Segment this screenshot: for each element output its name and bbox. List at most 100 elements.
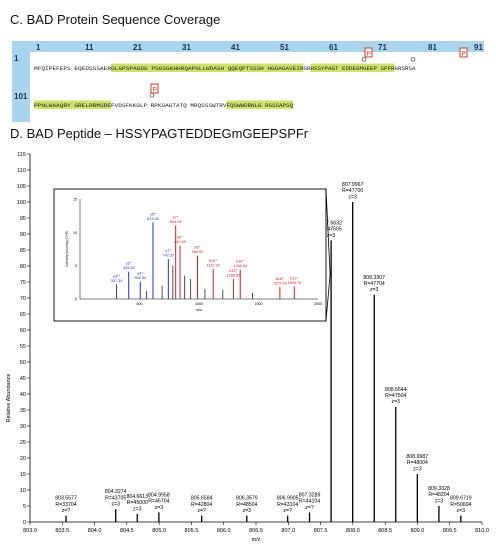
row-number: 101 (14, 92, 28, 101)
y-tick-label: 60 (20, 328, 26, 334)
modification-marker-box (150, 83, 159, 94)
inset-fragment-name: b7⁺ (173, 216, 179, 220)
y-tick-label: 25 (20, 440, 26, 446)
inset-fragment-name: b14⁺ (236, 260, 244, 264)
ruler-tick-label: 41 (231, 43, 240, 52)
inset-fragment-name: b19⁺ (290, 276, 298, 280)
y-tick-label: 80 (20, 264, 26, 270)
inset-fragment-name: y3²⁺ (113, 274, 120, 278)
ruler-tick-label: 11 (85, 43, 94, 52)
peak-label: 807.3289 (299, 492, 321, 498)
coverage-highlight (34, 100, 111, 109)
peak-label: R=47605 (321, 227, 342, 233)
y-axis-label: Relative Abundance (6, 374, 12, 423)
section-d-heading: D. BAD Peptide – HSSYPAGTEDDEGmGEEPSPFr (10, 126, 308, 141)
sequence-text: FVDSFKKGLP RPKSAGTATQ MRQSSSWTRV (111, 102, 227, 109)
section-c-heading: C. BAD Protein Sequence Coverage (10, 12, 220, 27)
y-tick-label: 75 (20, 280, 26, 286)
inset-fragment-mz: 1119.32 (207, 264, 220, 268)
peak-label: z=? (305, 505, 314, 511)
sequence-text: MFQIPEFEPS EQEDSSSAER (34, 65, 112, 72)
inset-fragment-mz: 986.92 (192, 250, 204, 254)
sequence-text: GLGPSPAGDG PSGSGKHHRQ (111, 65, 189, 72)
ruler-tick-label: 81 (428, 43, 437, 52)
peak-label: z=3 (435, 498, 444, 504)
inset-fragment-mz: 409.28 (123, 266, 135, 270)
peak-label: z=3 (370, 287, 379, 293)
x-tick-label: 808.0 (346, 528, 360, 534)
sequence-text: SR (304, 65, 312, 72)
y-tick-label: 90 (20, 232, 26, 238)
inset-fragment-name: y5⁺ (150, 212, 156, 216)
y-tick-label: 70 (20, 296, 26, 302)
inset-y-tick-label: 15 (73, 198, 77, 202)
peak-label: 806.3579 (236, 496, 258, 502)
peak-label: R=48004 (407, 460, 428, 466)
y-tick-label: 55 (20, 344, 26, 350)
ruler-tick-label: 31 (182, 43, 191, 52)
peak-label: z=3 (392, 399, 401, 405)
peak-label: 808.3307 (363, 275, 385, 281)
inset-fragment-mz: 1800.76 (287, 281, 301, 285)
sequence-text: FQSWWDRNLG RGSSAPSQ (227, 102, 294, 109)
peak-label: 804.9958 (148, 492, 170, 498)
inset-y-tick-label: 0 (75, 298, 77, 302)
peak-label: z=3 (457, 508, 466, 514)
peak-label: 805.6584 (191, 496, 213, 502)
inset-x-tick-label: 1000 (195, 302, 203, 306)
peak-label: 807.9967 (342, 182, 364, 188)
y-tick-label: 105 (17, 184, 26, 190)
inset-fragment-mz: 1679.59 (273, 282, 287, 286)
mass-spectrum-panel: 0 5 10 15 20 25 30 35 40 45 50 55 60 65 70 75 80 85 90 95 10… (0, 150, 496, 554)
modification-marker-box (364, 47, 373, 58)
x-tick-label: 806.0 (217, 528, 231, 534)
modification-marker: O (362, 57, 367, 64)
coverage-highlight (111, 63, 188, 72)
x-tick-label: 803.0 (23, 528, 37, 534)
x-tick-label: 806.5 (249, 528, 263, 534)
y-tick-label: 45 (20, 376, 26, 382)
y-tick-label: 0 (23, 520, 26, 526)
peak-label: z=3 (327, 233, 336, 239)
peak-label: 803.5577 (55, 496, 77, 502)
x-tick-label: 810.0 (475, 528, 489, 534)
ruler-tick-label: 1 (36, 43, 41, 52)
inset-fragment-name: y3⁺ (126, 262, 132, 266)
peak-label: R=46704 (148, 499, 169, 505)
peak-label: z=3 (413, 466, 422, 472)
inset-fragment-name: b9⁺ (194, 246, 200, 250)
x-tick-label: 805.0 (152, 528, 166, 534)
x-axis-label: m/z (252, 537, 261, 543)
peak-label: R=47704 (364, 281, 385, 287)
y-tick-label: 100 (17, 200, 26, 206)
y-tick-label: 95 (20, 216, 26, 222)
inset-y-tick-label: 10 (73, 231, 77, 235)
peak-label: z=3 (155, 505, 164, 511)
inset-y-axis-label: Intensity [counts] (10^5) (65, 231, 69, 267)
inset-fragment-mz: 307.34 (111, 279, 123, 283)
y-tick-label: 35 (20, 408, 26, 414)
peak-label: 807.6632 (320, 220, 342, 226)
inset-x-tick-label: 1500 (255, 302, 263, 306)
sequence-coverage-map: 1 11 21 31 41 51 61 71 81 91 1 101 MFQIPEFEPS EQEDSS… (12, 41, 484, 122)
peak-label: R=48204 (428, 492, 449, 498)
ruler-tick-label: 61 (329, 43, 338, 52)
sequence-text: HSSYPAGT EDDEGMGEEP SPFR (311, 65, 396, 72)
y-tick-label: 115 (17, 152, 26, 158)
y-tick-label: 50 (20, 360, 26, 366)
coverage-highlight (226, 100, 293, 109)
y-tick-label: 10 (20, 488, 26, 494)
peak-label: z=3 (133, 506, 142, 512)
inset-fragment-name: b13⁺ (229, 269, 237, 273)
sequence-text: PPNLWAAQRY GRELRRMSDE (34, 102, 112, 109)
peak-label: R=50604 (450, 502, 471, 508)
zoom-connector-top (325, 188, 331, 275)
y-tick-label: 40 (20, 392, 26, 398)
peak-label: 808.9987 (407, 454, 429, 460)
inset-fragment-mz: 1346.44 (233, 264, 247, 268)
row-number-column (12, 52, 30, 122)
x-tick-label: 805.5 (185, 528, 199, 534)
ruler-tick-label: 51 (280, 43, 289, 52)
y-tick-label: 65 (20, 312, 26, 318)
